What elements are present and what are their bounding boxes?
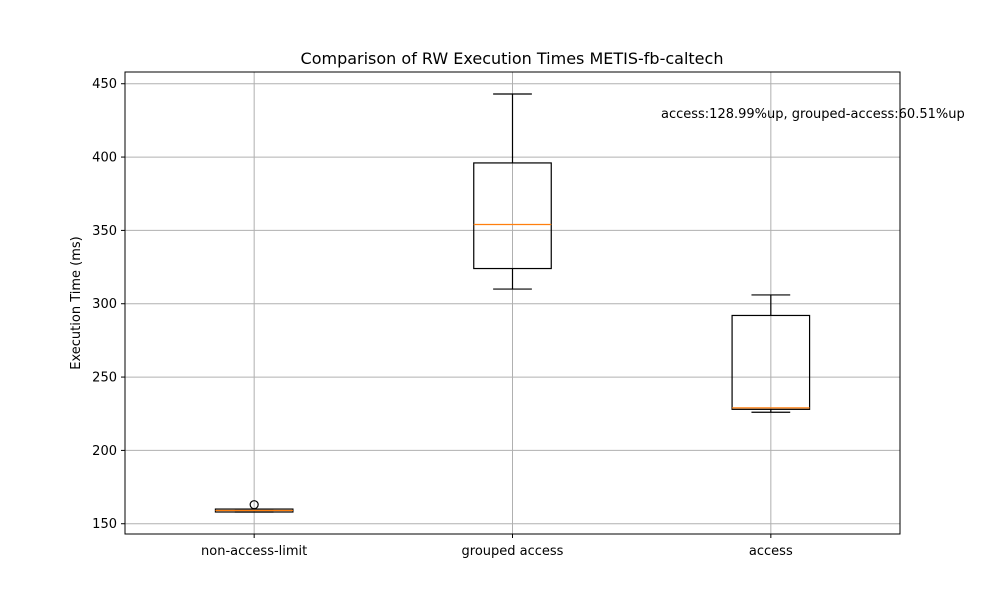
y-tick-label: 250 <box>92 371 117 386</box>
box-group-grouped-access <box>473 93 552 290</box>
y-axis-label: Execution Time (ms) <box>69 236 84 369</box>
y-tick-label: 350 <box>92 224 117 239</box>
box-group-access <box>731 294 811 413</box>
iqr-box <box>473 162 552 270</box>
outlier-point <box>249 500 259 510</box>
chart-title: Comparison of RW Execution Times METIS-f… <box>301 49 724 68</box>
y-tick-label: 400 <box>92 151 117 166</box>
y-tick-label: 200 <box>92 444 117 459</box>
improvement-annotation: access:128.99%up, grouped-access:60.51%u… <box>661 107 965 122</box>
y-tick-label: 300 <box>92 297 117 312</box>
box-plots <box>214 93 811 513</box>
box-group-non-access-limit <box>214 500 294 513</box>
x-tick-label: non-access-limit <box>201 544 307 559</box>
iqr-box <box>731 314 811 410</box>
y-tick-label: 450 <box>92 77 117 92</box>
x-tick-label: grouped access <box>462 544 564 559</box>
axis-ticks: 150 200 250 300 350 400 450 non-access-limit gro… <box>92 77 793 559</box>
y-tick-label: 150 <box>92 517 117 532</box>
x-tick-label: access <box>749 544 793 559</box>
